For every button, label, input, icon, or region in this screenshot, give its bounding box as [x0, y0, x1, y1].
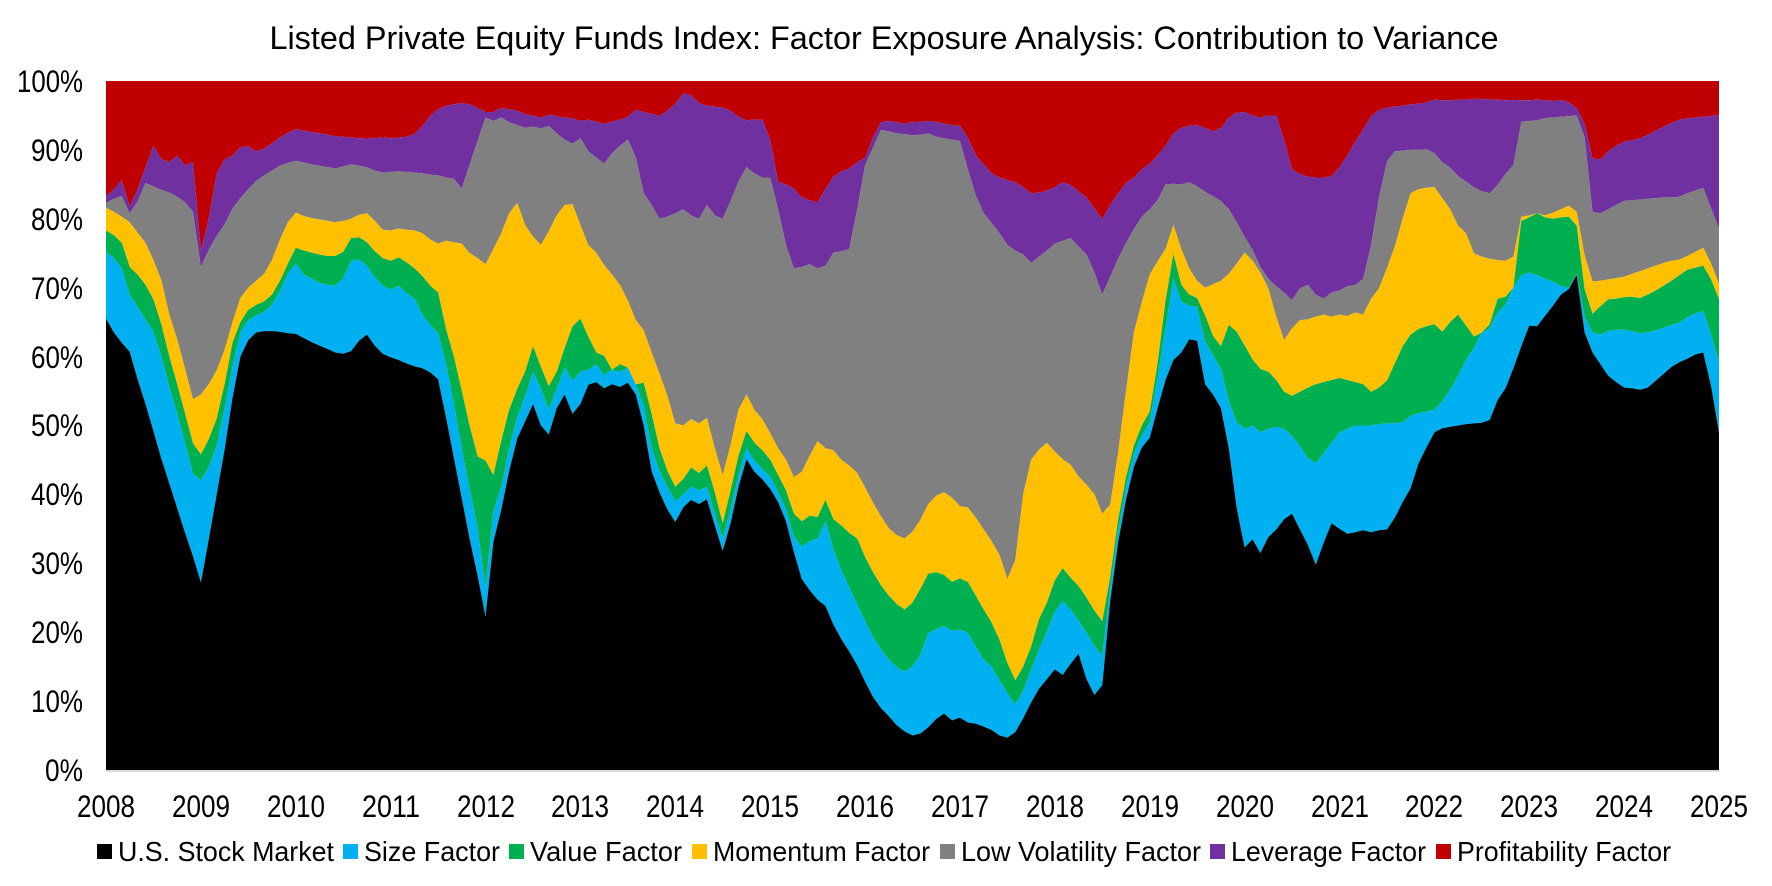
svg-text:U.S. Stock Market: U.S. Stock Market — [118, 836, 334, 867]
svg-text:40%: 40% — [31, 477, 83, 512]
svg-text:Profitability Factor: Profitability Factor — [1457, 836, 1671, 867]
svg-text:Leverage Factor: Leverage Factor — [1231, 836, 1426, 867]
svg-text:2024: 2024 — [1595, 789, 1653, 824]
svg-text:2021: 2021 — [1311, 789, 1369, 824]
svg-text:2023: 2023 — [1500, 789, 1558, 824]
svg-text:Size Factor: Size Factor — [364, 836, 500, 867]
svg-text:2015: 2015 — [741, 789, 799, 824]
svg-text:0%: 0% — [45, 753, 83, 788]
svg-text:2016: 2016 — [836, 789, 894, 824]
svg-text:90%: 90% — [31, 133, 83, 168]
svg-text:2025: 2025 — [1690, 789, 1748, 824]
svg-text:70%: 70% — [31, 271, 83, 306]
svg-text:2009: 2009 — [172, 789, 230, 824]
svg-text:2008: 2008 — [77, 789, 135, 824]
svg-text:20%: 20% — [31, 615, 83, 650]
svg-text:2018: 2018 — [1026, 789, 1084, 824]
svg-text:60%: 60% — [31, 340, 83, 375]
svg-text:2013: 2013 — [551, 789, 609, 824]
svg-text:Low Volatility Factor: Low Volatility Factor — [961, 836, 1201, 867]
svg-text:50%: 50% — [31, 408, 83, 443]
svg-text:2019: 2019 — [1121, 789, 1179, 824]
svg-text:Momentum Factor: Momentum Factor — [713, 836, 930, 867]
svg-text:Listed Private Equity Funds In: Listed Private Equity Funds Index: Facto… — [269, 20, 1498, 56]
svg-text:2012: 2012 — [457, 789, 515, 824]
svg-text:100%: 100% — [17, 64, 83, 99]
svg-text:2017: 2017 — [931, 789, 989, 824]
svg-text:30%: 30% — [31, 546, 83, 581]
svg-text:2022: 2022 — [1405, 789, 1463, 824]
svg-text:2010: 2010 — [267, 789, 325, 824]
svg-text:80%: 80% — [31, 202, 83, 237]
svg-text:2014: 2014 — [646, 789, 704, 824]
svg-text:10%: 10% — [31, 684, 83, 719]
svg-text:2011: 2011 — [362, 789, 420, 824]
svg-text:Value Factor: Value Factor — [530, 836, 682, 867]
svg-text:2020: 2020 — [1216, 789, 1274, 824]
